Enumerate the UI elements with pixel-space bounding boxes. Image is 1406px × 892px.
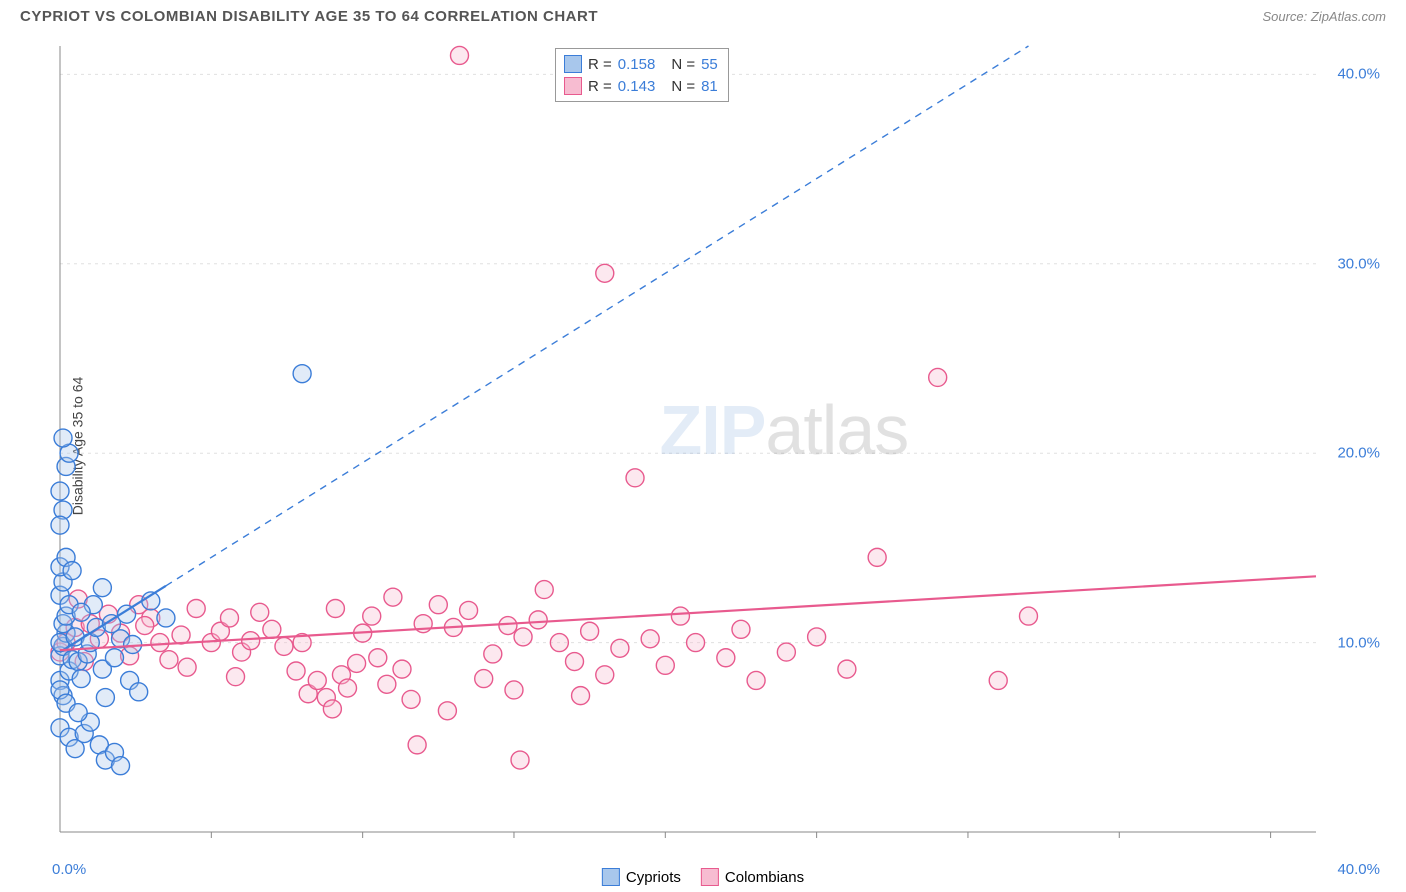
legend-n-label: N = [671,78,695,95]
legend-r-value-colombians: 0.143 [618,78,656,95]
legend-swatch-cypriots [564,55,582,73]
legend-swatch-icon [602,868,620,886]
y-axis-tick-label: 40.0% [1337,66,1380,83]
y-axis-tick-label: 20.0% [1337,445,1380,462]
correlation-legend: R = 0.158 N = 55 R = 0.143 N = 81 [555,48,729,102]
legend-row-cypriots: R = 0.158 N = 55 [564,53,718,75]
legend-r-label: R = [588,56,612,73]
series-legend: Cypriots Colombians [602,868,804,886]
legend-n-label: N = [671,56,695,73]
legend-swatch-icon [701,868,719,886]
legend-label: Cypriots [626,869,681,886]
legend-item-cypriots: Cypriots [602,868,681,886]
y-axis-tick-label: 10.0% [1337,634,1380,651]
legend-swatch-colombians [564,77,582,95]
legend-n-value-colombians: 81 [701,78,718,95]
x-axis-origin-label: 0.0% [52,861,86,878]
legend-row-colombians: R = 0.143 N = 81 [564,75,718,97]
x-axis-max-label: 40.0% [1337,861,1380,878]
chart-area: ZIPatlas [48,40,1386,852]
chart-title: CYPRIOT VS COLOMBIAN DISABILITY AGE 35 T… [20,8,598,25]
legend-r-label: R = [588,78,612,95]
scatter-chart-svg [48,40,1386,852]
y-axis-tick-label: 30.0% [1337,255,1380,272]
legend-item-colombians: Colombians [701,868,804,886]
legend-r-value-cypriots: 0.158 [618,56,656,73]
source-attribution: Source: ZipAtlas.com [1262,9,1386,24]
legend-label: Colombians [725,869,804,886]
legend-n-value-cypriots: 55 [701,56,718,73]
